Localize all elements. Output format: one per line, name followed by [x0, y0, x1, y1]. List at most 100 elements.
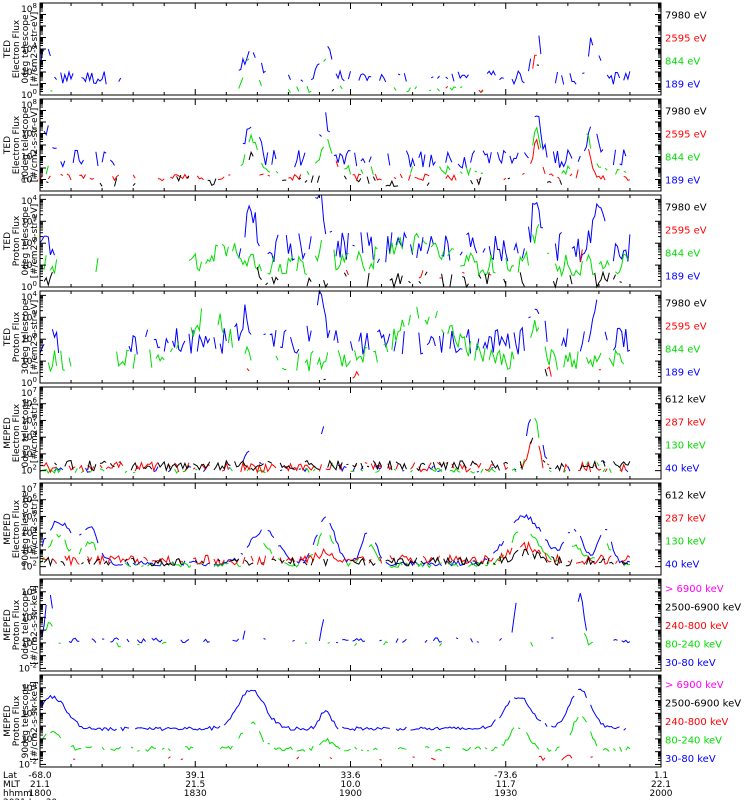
series-line-black — [54, 437, 631, 472]
legend-entry: 189 eV — [665, 80, 700, 91]
series-line-green — [50, 59, 621, 93]
series-line-blue — [39, 289, 631, 355]
y-tick-label: 106 — [21, 397, 37, 410]
panel-frame — [39, 578, 662, 672]
legend-entry: 130 keV — [665, 441, 706, 452]
y-axis-label-line: Proton Flux — [12, 311, 22, 362]
y-axis-label-line: 0deg telescope — [21, 14, 31, 84]
legend-entry: 2595 eV — [665, 226, 707, 237]
y-tick-label: 103 — [21, 310, 37, 323]
panel-frame — [39, 98, 662, 192]
y-axis-label-line: MEPED — [3, 609, 13, 641]
legend-entry: 7980 eV — [665, 107, 707, 118]
panel-ted-proton-0deg: 104 103 102 101 100 TED Proton Flux 0deg telesc… — [3, 194, 707, 293]
series-line-red — [247, 367, 620, 378]
y-axis-label-line: 30deg telescope — [21, 299, 31, 374]
x-row-label: Lat — [3, 771, 18, 781]
series-line-green — [39, 716, 631, 752]
y-tick-label: 108 — [21, 98, 37, 111]
y-tick-label: 100 — [21, 88, 37, 101]
y-axis-label-line: MEPED — [3, 513, 13, 545]
y-axis-label-line: TED — [3, 232, 13, 251]
legend-entry: > 6900 keV — [665, 680, 724, 691]
y-tick-label: 104 — [21, 681, 37, 694]
y-tick-label: 105 — [21, 127, 37, 140]
legend-entry: 2595 eV — [665, 34, 707, 45]
series-line-black — [332, 65, 607, 91]
y-axis-label-line: Electron Flux — [12, 499, 22, 558]
y-axis-label-line: 0deg telescope — [21, 206, 31, 276]
y-tick-label: 102 — [21, 706, 37, 719]
x-tick-hhmm: 1900 — [339, 789, 362, 799]
legend-entry: 287 keV — [665, 514, 706, 525]
series-line-red — [73, 755, 630, 760]
y-tick-label: 104 — [21, 585, 37, 598]
panel-frame — [39, 194, 662, 288]
series-line-red — [39, 138, 631, 182]
legend-entry: 80-240 keV — [665, 735, 722, 746]
series-line-red — [346, 249, 630, 279]
y-tick-label: 101 — [21, 258, 37, 271]
y-axis-label-line: MEPED — [3, 705, 13, 737]
x-tick-lat: -73.6 — [494, 771, 518, 781]
y-axis-label-line: Electron Flux — [12, 19, 22, 78]
x-tick-hhmm: 2000 — [650, 789, 673, 799]
series-line-green — [46, 623, 613, 647]
y-axis-label-line: Electron Flux — [12, 403, 22, 462]
y-tick-label: 106 — [21, 493, 37, 506]
legend-entry: 80-240 keV — [665, 639, 722, 650]
y-axis-label-line: Electron Flux — [12, 115, 22, 174]
legend-entry: 844 eV — [665, 345, 700, 356]
legend-entry: 189 eV — [665, 176, 700, 187]
panel-frame — [39, 2, 662, 96]
y-axis-label-line: 0deg telescope — [21, 590, 31, 660]
panel-meped-proton-0deg: 104 102 100 10-2 MEPED Proton Flux 0deg telesc… — [3, 578, 741, 674]
legend-entry: 2500-6900 keV — [665, 699, 741, 710]
legend-entry: 189 eV — [665, 272, 700, 283]
x-row-label: hhmm — [3, 789, 32, 799]
y-tick-label: 103 — [21, 447, 37, 460]
series-line-red — [40, 442, 630, 473]
panel-frame — [39, 674, 662, 768]
panel-ted-electron-30deg: 108 105 103 101 TED Electron Flux 30deg telesc… — [3, 98, 707, 192]
legend-entry: 30-80 keV — [665, 658, 716, 669]
legend-entry: 7980 eV — [665, 203, 707, 214]
legend-entry: 612 keV — [665, 491, 706, 502]
legend-entry: 7980 eV — [665, 11, 707, 22]
y-tick-label: 107 — [21, 386, 37, 399]
series-line-red — [40, 55, 630, 92]
y-tick-label: 103 — [21, 150, 37, 163]
y-axis-label-line: [#/cm2-s-str] — [30, 499, 40, 559]
y-tick-label: 102 — [21, 464, 37, 477]
y-tick-label: 104 — [21, 42, 37, 55]
y-tick-label: 103 — [21, 214, 37, 227]
x-tick-lat: 39.1 — [185, 771, 205, 781]
series-line-blue — [41, 513, 631, 567]
x-tick-hhmm: 1830 — [184, 789, 207, 799]
series-line-black — [46, 152, 626, 186]
y-axis-label-line: [#/cm2-s-str-keV] — [30, 681, 40, 760]
y-tick-label: 107 — [21, 482, 37, 495]
x-tick-lat: -68.0 — [28, 771, 52, 781]
y-tick-label: 104 — [21, 290, 37, 303]
legend-entry: 844 eV — [665, 249, 700, 260]
legend-entry: 130 keV — [665, 537, 706, 548]
y-tick-label: 105 — [21, 509, 37, 522]
panel-meped-proton-90deg: 104 102 100 10-2 MEPED Proton Flux 90deg teles… — [3, 674, 741, 770]
legend-entry: 40 keV — [665, 560, 699, 571]
y-tick-label: 10-2 — [19, 661, 37, 674]
legend-entry: 7980 eV — [665, 299, 707, 310]
panel-ted-electron-0deg: 108 104 102 100 TED Electron Flux 0deg telesco… — [3, 2, 707, 101]
series-line-red — [41, 540, 631, 567]
series-line-green — [46, 128, 630, 175]
y-axis-label-line: TED — [3, 40, 13, 59]
y-tick-label: 108 — [21, 2, 37, 15]
legend-entry: 844 eV — [665, 153, 700, 164]
y-tick-label: 102 — [21, 332, 37, 345]
legend-entry: 240-800 keV — [665, 621, 729, 632]
y-axis-label-line: MEPED — [3, 417, 13, 449]
y-axis-label-line: [#/cm2-s-str] — [30, 403, 40, 463]
